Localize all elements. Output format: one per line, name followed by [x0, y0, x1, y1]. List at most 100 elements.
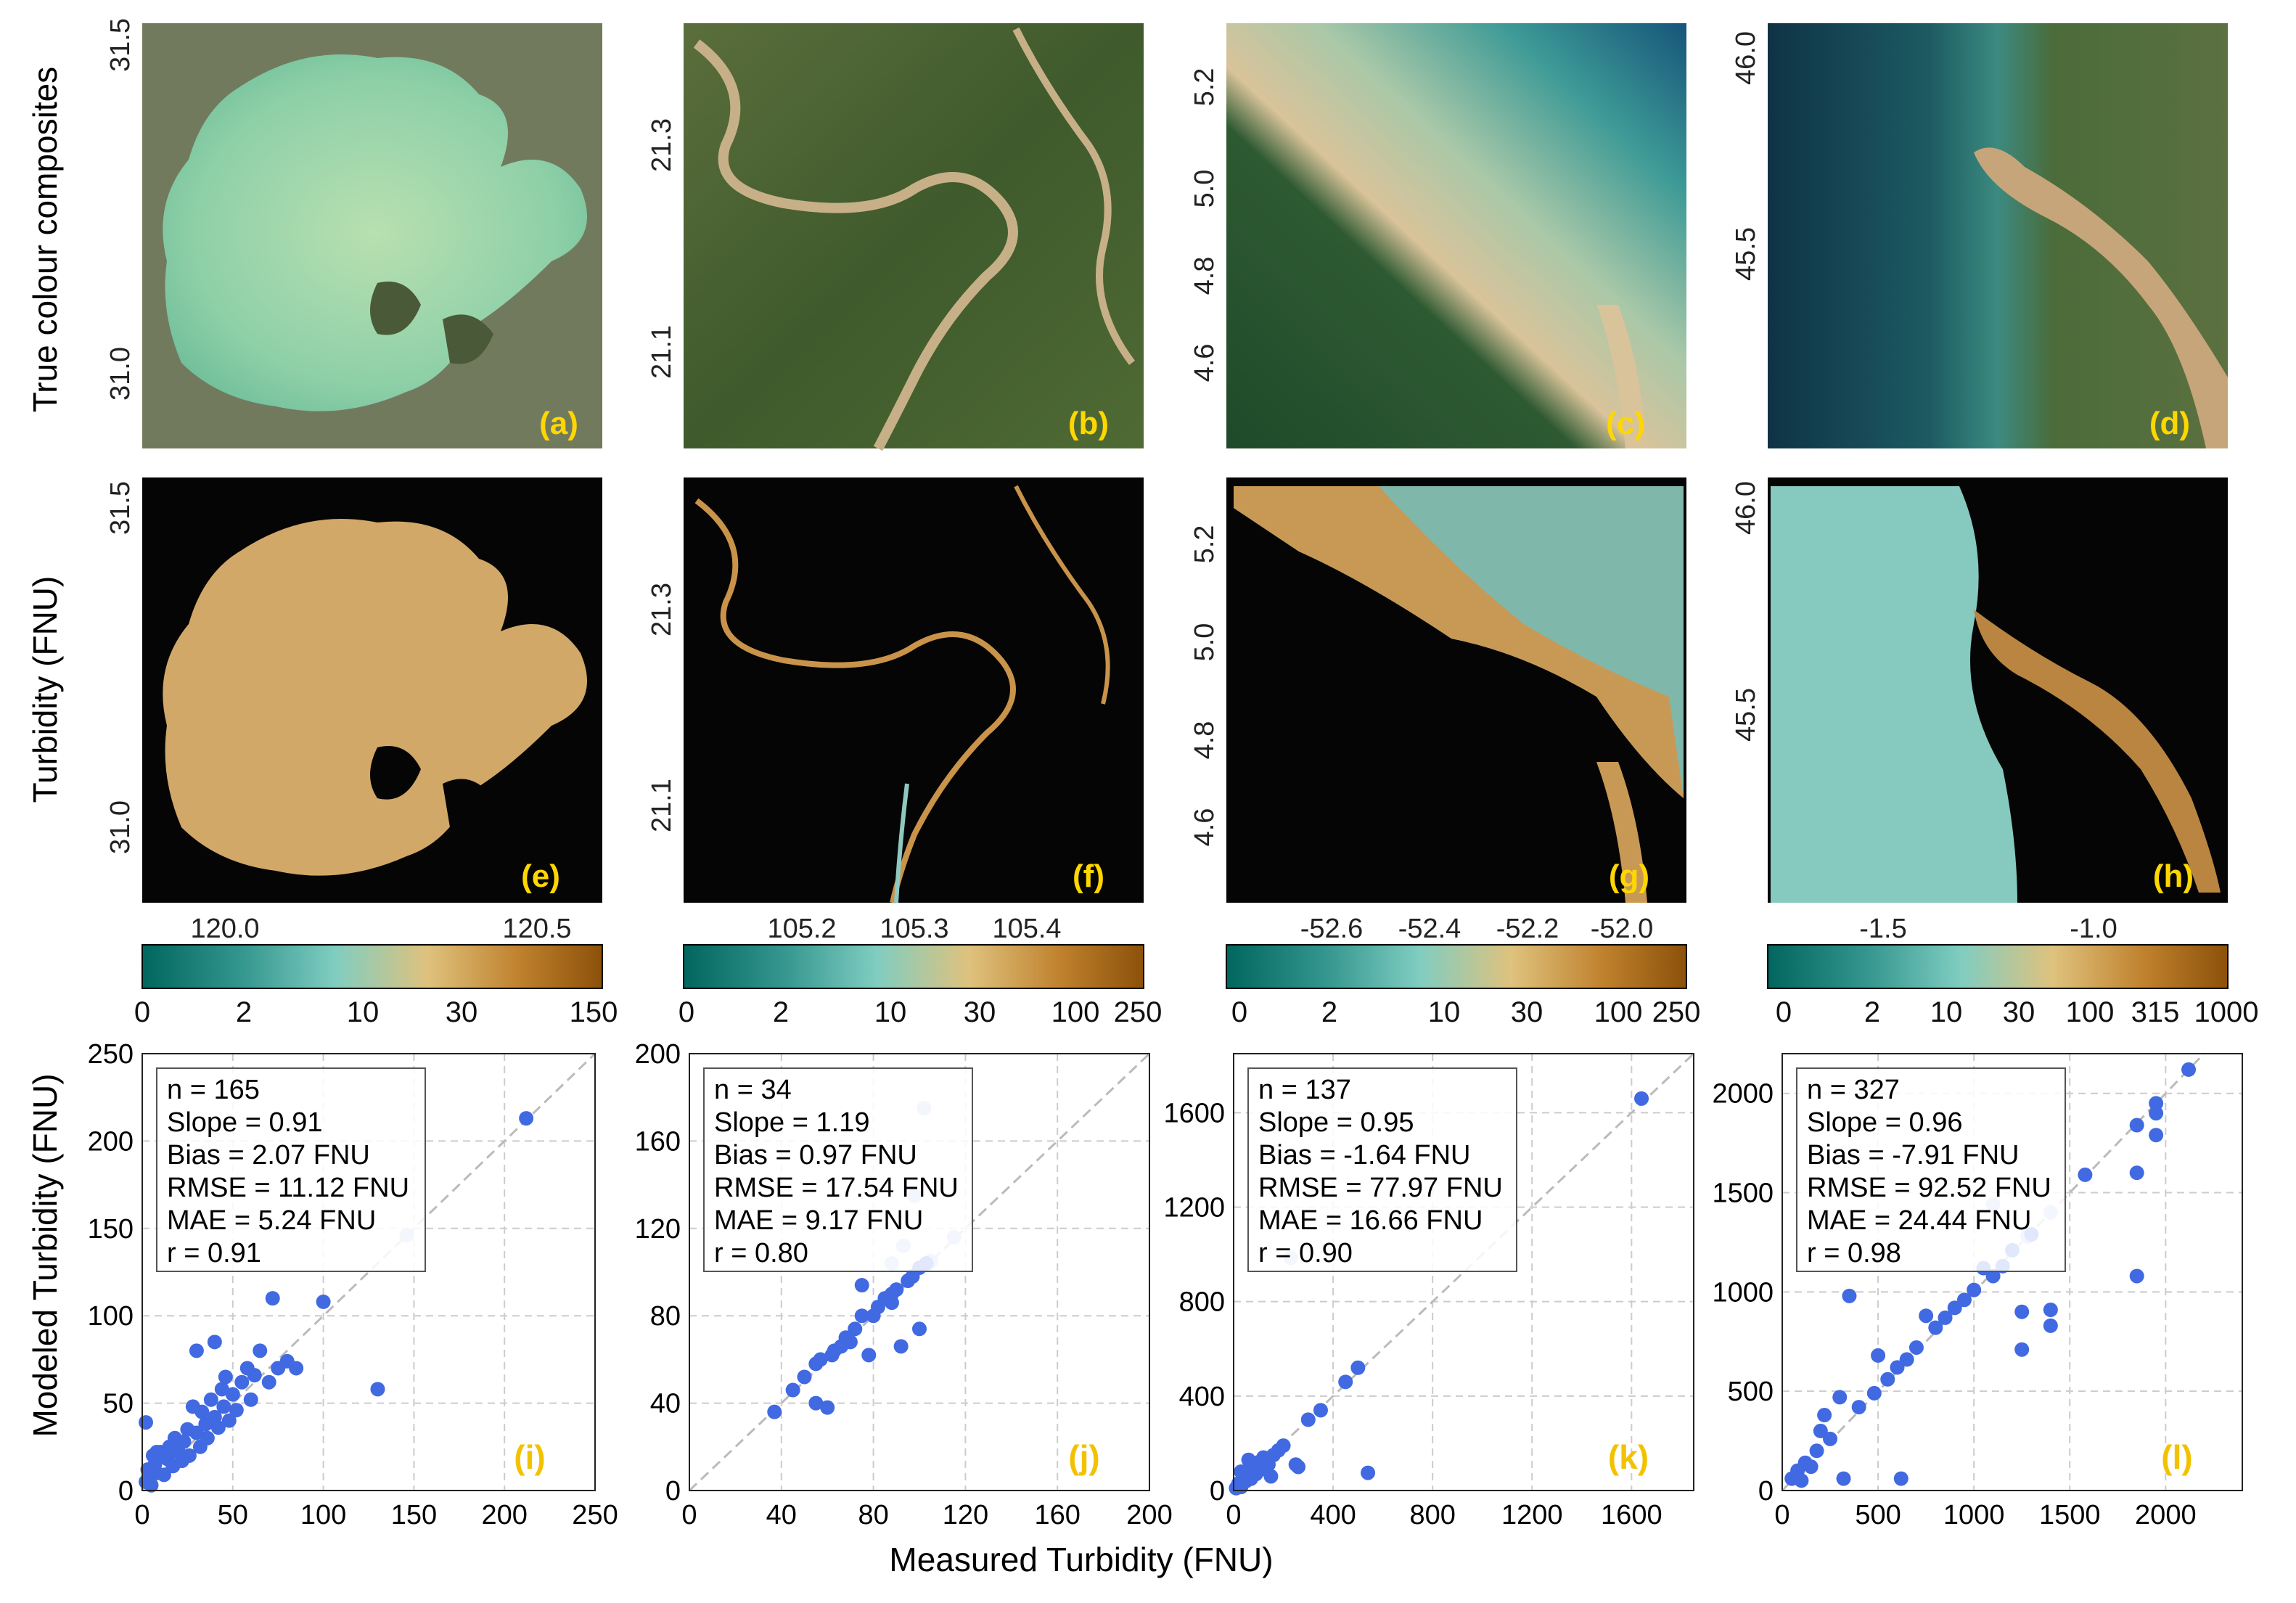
panel-f-turbidity: (f) — [684, 477, 1144, 903]
lon-tick: 120.5 — [502, 914, 571, 944]
data-point — [370, 1382, 385, 1397]
lon-tick: -52.4 — [1398, 914, 1461, 944]
stats-box — [156, 1067, 426, 1272]
data-point — [149, 1445, 164, 1460]
data-point — [1842, 1288, 1857, 1303]
y-tick-label: 1000 — [1712, 1277, 1774, 1308]
data-point — [176, 1434, 192, 1449]
data-point — [1836, 1471, 1851, 1486]
scatter-panel-1: 0 50 100 150 200 250 0 50 100 150 200 250 n = 165Slo… — [88, 1039, 618, 1530]
data-point — [189, 1425, 204, 1440]
data-point — [247, 1368, 262, 1383]
x-tick-label: 0 — [681, 1500, 697, 1530]
y-tick-label: 1200 — [1163, 1193, 1225, 1223]
colorbar-tick: 30 — [446, 996, 478, 1028]
x-tick-label: 0 — [1774, 1500, 1789, 1530]
lat-tick: 5.0 — [1189, 170, 1220, 208]
row-label-true-colour: True colour composites — [26, 67, 64, 412]
data-point — [861, 1348, 877, 1363]
colorbar-tick: 2 — [1321, 996, 1337, 1028]
data-point — [1263, 1469, 1279, 1484]
data-point — [848, 1321, 863, 1337]
data-point — [207, 1335, 222, 1350]
data-point — [221, 1413, 237, 1428]
colorbar-tick: 30 — [1511, 996, 1543, 1028]
x-tick-label: 500 — [1855, 1500, 1901, 1530]
panel-letter: (d) — [2149, 406, 2190, 441]
data-point — [2014, 1304, 2030, 1319]
colorbar-1 — [142, 944, 603, 989]
colorbar-tick: 2 — [236, 996, 252, 1028]
lat-tick: 21.3 — [647, 583, 677, 636]
data-point — [225, 1387, 240, 1402]
y-tick-label: 800 — [1179, 1287, 1225, 1318]
data-point — [2149, 1096, 2164, 1111]
data-point — [1291, 1459, 1306, 1475]
data-point — [2149, 1128, 2164, 1143]
y-tick-label: 50 — [103, 1389, 134, 1419]
data-point — [1967, 1282, 1982, 1297]
stats-line: RMSE = 92.52 FNU — [1807, 1173, 2051, 1203]
data-point — [1241, 1452, 1256, 1467]
colorbar-tick: 10 — [1428, 996, 1461, 1028]
data-point — [808, 1356, 824, 1372]
y-tick-label: 40 — [650, 1389, 681, 1419]
data-point — [2043, 1302, 2058, 1317]
data-point — [1338, 1374, 1353, 1390]
lat-tick: 21.1 — [647, 325, 677, 379]
data-point — [253, 1343, 268, 1358]
stats-line: MAE = 16.66 FNU — [1258, 1205, 1483, 1236]
data-point — [214, 1382, 229, 1397]
colorbar-4 — [1767, 944, 2229, 989]
x-tick-label: 1500 — [2039, 1500, 2101, 1530]
lat-tick: 31.5 — [105, 481, 136, 535]
data-point — [1276, 1438, 1291, 1454]
y-tick-label: 100 — [88, 1301, 134, 1332]
data-point — [1809, 1443, 1824, 1459]
one-to-one-line — [688, 1052, 1151, 1492]
data-point — [1634, 1091, 1649, 1106]
colorbar-tick: 0 — [1776, 996, 1792, 1028]
y-tick-label: 200 — [635, 1039, 681, 1070]
x-tick-label: 800 — [1409, 1500, 1455, 1530]
lat-tick: 4.8 — [1189, 721, 1220, 760]
stats-line: r = 0.98 — [1807, 1238, 1901, 1268]
data-point — [1908, 1340, 1924, 1355]
lon-tick: -1.0 — [2070, 914, 2117, 944]
data-point — [1794, 1473, 1809, 1488]
data-point — [767, 1404, 782, 1419]
panel-letter: (j) — [1068, 1438, 1099, 1476]
x-tick-label: 40 — [766, 1500, 797, 1530]
data-point — [1851, 1400, 1866, 1415]
panel-letter: (e) — [521, 858, 560, 894]
lat-tick: 45.5 — [1731, 688, 1761, 742]
scatter-panel-4: 0 500 1000 1500 2000 0 500 1000 1500 2000 n = 327S… — [1712, 1052, 2243, 1530]
data-point — [156, 1467, 171, 1483]
panel-letter: (f) — [1073, 858, 1104, 894]
data-point — [1234, 1464, 1249, 1479]
x-axis-label: Measured Turbidity (FNU) — [889, 1541, 1273, 1578]
data-point — [1803, 1459, 1819, 1475]
data-point — [2129, 1165, 2144, 1181]
data-point — [203, 1392, 218, 1407]
data-point — [1823, 1431, 1838, 1446]
row-label-turbidity: Turbidity (FNU) — [26, 576, 64, 803]
data-point — [316, 1294, 331, 1309]
colorbar-2 — [683, 944, 1144, 989]
x-tick-label: 200 — [481, 1500, 527, 1530]
data-point — [2129, 1118, 2144, 1133]
colorbar-tick: 100 — [2066, 996, 2115, 1028]
data-point — [2014, 1342, 2030, 1357]
data-point — [1893, 1471, 1908, 1486]
data-point — [912, 1321, 927, 1337]
data-point — [229, 1403, 244, 1418]
lat-tick: 5.2 — [1189, 68, 1220, 107]
lat-tick: 4.6 — [1189, 344, 1220, 382]
stats-line: Bias = 2.07 FNU — [167, 1140, 370, 1171]
colorbar-tick: 250 — [1114, 996, 1163, 1028]
stats-line: RMSE = 17.54 FNU — [714, 1173, 959, 1203]
lon-tick: 120.0 — [190, 914, 259, 944]
data-point — [200, 1430, 215, 1446]
scatter-panel-3: 0 400 800 1200 1600 0 400 800 1200 1600 n = 137Slo… — [1163, 1052, 1695, 1530]
